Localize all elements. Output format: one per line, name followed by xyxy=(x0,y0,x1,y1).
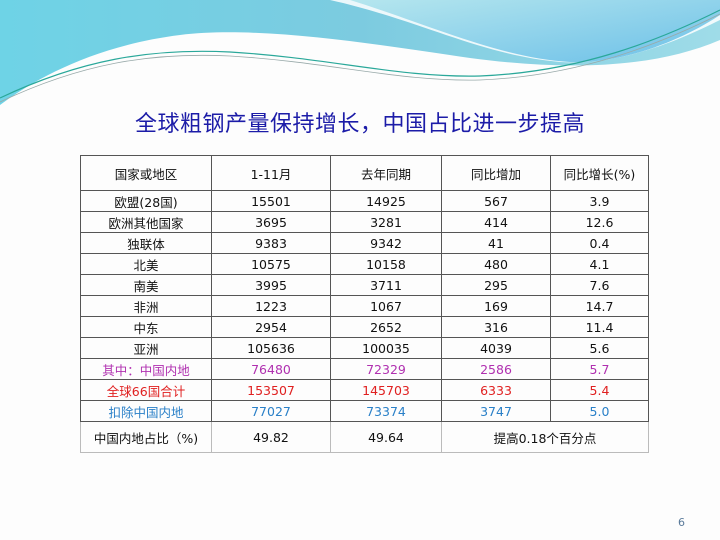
table-row: 北美 10575 10158 480 4.1 xyxy=(80,253,649,275)
table-row: 南美 3995 3711 295 7.6 xyxy=(80,274,649,296)
cell-jan-nov: 105636 xyxy=(211,337,331,359)
cell-yoy-increase: 480 xyxy=(441,253,551,275)
footer-change: 提高0.18个百分点 xyxy=(441,421,649,453)
cell-region: 非洲 xyxy=(80,295,212,317)
table-row: 全球66国合计 153507 145703 6333 5.4 xyxy=(80,379,649,401)
cell-yoy-growth: 12.6 xyxy=(550,211,649,233)
cell-jan-nov: 1223 xyxy=(211,295,331,317)
cell-yoy-growth: 7.6 xyxy=(550,274,649,296)
cell-yoy-growth: 5.7 xyxy=(550,358,649,380)
header-yoy-increase: 同比增加 xyxy=(441,155,551,191)
table-row: 非洲 1223 1067 169 14.7 xyxy=(80,295,649,317)
cell-last-year: 1067 xyxy=(330,295,442,317)
page-number: 6 xyxy=(678,516,685,529)
cell-jan-nov: 3995 xyxy=(211,274,331,296)
footer-current: 49.82 xyxy=(211,421,331,453)
cell-region: 独联体 xyxy=(80,232,212,254)
cell-yoy-increase: 3747 xyxy=(441,400,551,422)
cell-yoy-growth: 14.7 xyxy=(550,295,649,317)
cell-jan-nov: 2954 xyxy=(211,316,331,338)
cell-last-year: 9342 xyxy=(330,232,442,254)
cell-yoy-growth: 11.4 xyxy=(550,316,649,338)
cell-region: 北美 xyxy=(80,253,212,275)
cell-region: 亚洲 xyxy=(80,337,212,359)
cell-last-year: 145703 xyxy=(330,379,442,401)
cell-yoy-growth: 4.1 xyxy=(550,253,649,275)
footer-last-year: 49.64 xyxy=(330,421,442,453)
cell-yoy-growth: 3.9 xyxy=(550,190,649,212)
cell-yoy-growth: 0.4 xyxy=(550,232,649,254)
footer-label: 中国内地占比（%) xyxy=(80,421,212,453)
cell-last-year: 2652 xyxy=(330,316,442,338)
cell-jan-nov: 10575 xyxy=(211,253,331,275)
cell-region: 南美 xyxy=(80,274,212,296)
table-row: 其中：中国内地 76480 72329 2586 5.7 xyxy=(80,358,649,380)
cell-yoy-increase: 41 xyxy=(441,232,551,254)
cell-jan-nov: 76480 xyxy=(211,358,331,380)
cell-yoy-increase: 316 xyxy=(441,316,551,338)
cell-last-year: 73374 xyxy=(330,400,442,422)
slide-title: 全球粗钢产量保持增长，中国占比进一步提高 xyxy=(134,112,585,137)
cell-region: 中东 xyxy=(80,316,212,338)
cell-region: 欧盟(28国) xyxy=(80,190,212,212)
cell-last-year: 14925 xyxy=(330,190,442,212)
cell-yoy-increase: 414 xyxy=(441,211,551,233)
cell-region: 欧洲其他国家 xyxy=(80,211,212,233)
cell-yoy-increase: 6333 xyxy=(441,379,551,401)
china-share-row: 中国内地占比（%) 49.82 49.64 提高0.18个百分点 xyxy=(80,421,649,453)
cell-last-year: 10158 xyxy=(330,253,442,275)
header-jan-nov: 1-11月 xyxy=(211,155,331,191)
steel-production-table: 国家或地区 1-11月 去年同期 同比增加 同比增长(%) 欧盟(28国) 155… xyxy=(80,155,649,453)
cell-last-year: 100035 xyxy=(330,337,442,359)
cell-last-year: 3281 xyxy=(330,211,442,233)
table-row: 中东 2954 2652 316 11.4 xyxy=(80,316,649,338)
table-row: 扣除中国内地 77027 73374 3747 5.0 xyxy=(80,400,649,422)
cell-jan-nov: 153507 xyxy=(211,379,331,401)
cell-region: 扣除中国内地 xyxy=(80,400,212,422)
table-row: 独联体 9383 9342 41 0.4 xyxy=(80,232,649,254)
cell-last-year: 3711 xyxy=(330,274,442,296)
cell-yoy-increase: 295 xyxy=(441,274,551,296)
cell-last-year: 72329 xyxy=(330,358,442,380)
table-row: 欧洲其他国家 3695 3281 414 12.6 xyxy=(80,211,649,233)
cell-yoy-growth: 5.6 xyxy=(550,337,649,359)
header-wave-decoration xyxy=(0,0,720,105)
cell-jan-nov: 15501 xyxy=(211,190,331,212)
header-yoy-growth: 同比增长(%) xyxy=(550,155,649,191)
cell-region: 全球66国合计 xyxy=(80,379,212,401)
cell-yoy-increase: 2586 xyxy=(441,358,551,380)
cell-yoy-increase: 567 xyxy=(441,190,551,212)
cell-yoy-increase: 169 xyxy=(441,295,551,317)
cell-jan-nov: 77027 xyxy=(211,400,331,422)
header-region: 国家或地区 xyxy=(80,155,212,191)
table-row: 欧盟(28国) 15501 14925 567 3.9 xyxy=(80,190,649,212)
table-row: 亚洲 105636 100035 4039 5.6 xyxy=(80,337,649,359)
cell-jan-nov: 9383 xyxy=(211,232,331,254)
header-last-year: 去年同期 xyxy=(330,155,442,191)
table-header-row: 国家或地区 1-11月 去年同期 同比增加 同比增长(%) xyxy=(80,155,649,191)
cell-jan-nov: 3695 xyxy=(211,211,331,233)
cell-yoy-growth: 5.0 xyxy=(550,400,649,422)
cell-yoy-increase: 4039 xyxy=(441,337,551,359)
cell-yoy-growth: 5.4 xyxy=(550,379,649,401)
cell-region: 其中：中国内地 xyxy=(80,358,212,380)
